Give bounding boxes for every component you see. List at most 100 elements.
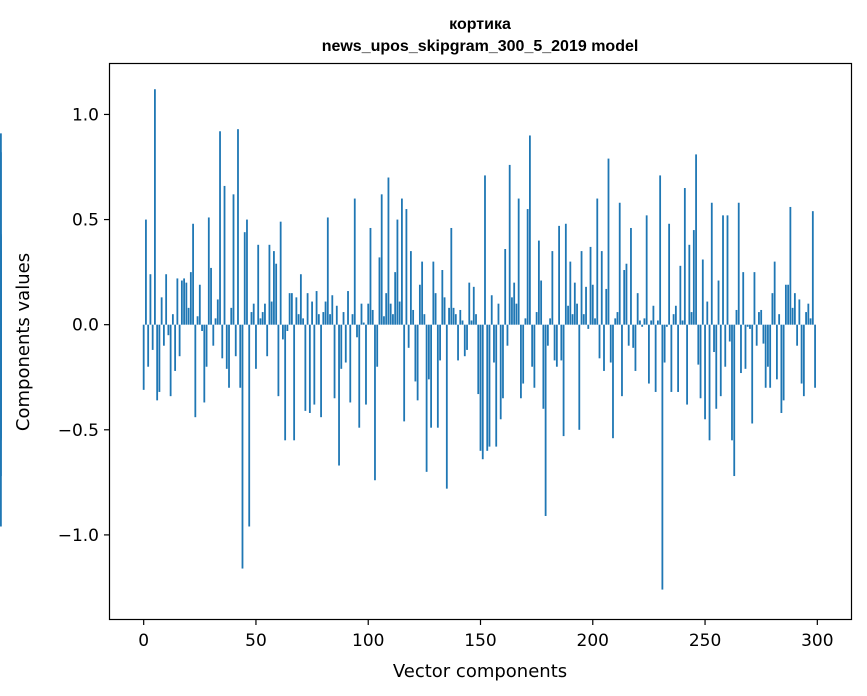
bar bbox=[679, 265, 682, 325]
bar bbox=[616, 312, 619, 325]
bar bbox=[769, 324, 772, 388]
bar bbox=[564, 223, 567, 325]
bar bbox=[0, 152, 2, 325]
y-tick-label: 1.0 bbox=[72, 105, 99, 125]
bar bbox=[553, 324, 556, 361]
bar bbox=[663, 324, 666, 363]
bar bbox=[632, 324, 635, 348]
bar bbox=[257, 244, 260, 325]
bar bbox=[367, 303, 370, 325]
bar bbox=[497, 303, 500, 325]
bar bbox=[618, 202, 621, 325]
bar bbox=[706, 301, 709, 325]
bar bbox=[758, 312, 760, 325]
bar bbox=[196, 316, 199, 325]
bar bbox=[151, 324, 154, 350]
bar bbox=[762, 324, 765, 344]
bar bbox=[344, 324, 347, 363]
bar bbox=[264, 303, 266, 325]
bar bbox=[160, 297, 163, 325]
bar bbox=[807, 303, 810, 325]
bar bbox=[322, 312, 325, 325]
bar bbox=[216, 299, 219, 325]
bar bbox=[273, 251, 275, 325]
bar bbox=[331, 295, 334, 325]
bar bbox=[396, 219, 399, 325]
bar bbox=[728, 324, 731, 342]
bar bbox=[625, 263, 628, 325]
bar bbox=[261, 312, 264, 325]
bar bbox=[248, 324, 251, 527]
bar bbox=[668, 223, 671, 325]
bar bbox=[724, 324, 727, 367]
bar bbox=[701, 259, 704, 325]
bar bbox=[800, 324, 803, 384]
bar bbox=[623, 270, 626, 325]
bar bbox=[486, 324, 489, 451]
bar bbox=[329, 314, 331, 325]
bar bbox=[405, 209, 408, 325]
bar bbox=[430, 324, 432, 428]
bar bbox=[432, 261, 435, 325]
bar bbox=[219, 131, 221, 325]
bar bbox=[234, 324, 237, 357]
bar bbox=[293, 324, 296, 441]
bar bbox=[569, 261, 572, 325]
bar bbox=[627, 324, 630, 346]
bar bbox=[259, 318, 262, 325]
bar bbox=[636, 293, 639, 325]
bar bbox=[656, 320, 659, 325]
bar bbox=[726, 215, 729, 325]
x-axis-label: Vector components bbox=[393, 661, 567, 682]
bar bbox=[324, 301, 327, 325]
bar bbox=[802, 324, 805, 397]
bar bbox=[596, 198, 599, 325]
x-tick-label: 0 bbox=[138, 631, 149, 651]
bar bbox=[609, 324, 612, 363]
bar bbox=[407, 324, 410, 348]
bar bbox=[185, 282, 188, 325]
bar bbox=[715, 324, 718, 409]
bar bbox=[511, 297, 513, 325]
bar bbox=[688, 244, 691, 325]
bar bbox=[751, 324, 754, 424]
bar bbox=[798, 299, 801, 325]
bar bbox=[214, 318, 217, 325]
bar bbox=[383, 316, 385, 325]
bar bbox=[288, 293, 291, 325]
bar bbox=[791, 307, 794, 325]
bar bbox=[587, 324, 590, 329]
bar bbox=[502, 324, 504, 399]
bar bbox=[481, 324, 484, 460]
bar bbox=[340, 324, 343, 369]
bar bbox=[282, 324, 284, 340]
bar bbox=[520, 324, 522, 399]
bar bbox=[594, 318, 596, 325]
chart-subtitle: news_upos_skipgram_300_5_2019 model bbox=[322, 38, 639, 55]
bar bbox=[441, 270, 444, 325]
bar bbox=[722, 215, 724, 325]
bar bbox=[333, 324, 336, 399]
bar bbox=[695, 154, 697, 325]
bar bbox=[317, 314, 320, 325]
bar bbox=[457, 324, 459, 361]
x-tick-label: 300 bbox=[801, 631, 833, 651]
bar bbox=[674, 305, 677, 325]
bar bbox=[650, 320, 653, 325]
bar bbox=[753, 272, 756, 325]
bar bbox=[697, 324, 700, 365]
bar bbox=[268, 244, 271, 325]
bar bbox=[686, 324, 688, 405]
bar bbox=[434, 293, 437, 325]
bar bbox=[392, 314, 394, 325]
bar bbox=[342, 312, 345, 325]
bar bbox=[654, 324, 657, 392]
bar bbox=[255, 324, 257, 369]
bar bbox=[484, 175, 486, 325]
bar bbox=[250, 312, 253, 325]
bar bbox=[477, 324, 480, 395]
bar bbox=[418, 284, 421, 325]
bar bbox=[517, 198, 520, 325]
bar bbox=[374, 324, 376, 481]
bar bbox=[401, 198, 403, 325]
